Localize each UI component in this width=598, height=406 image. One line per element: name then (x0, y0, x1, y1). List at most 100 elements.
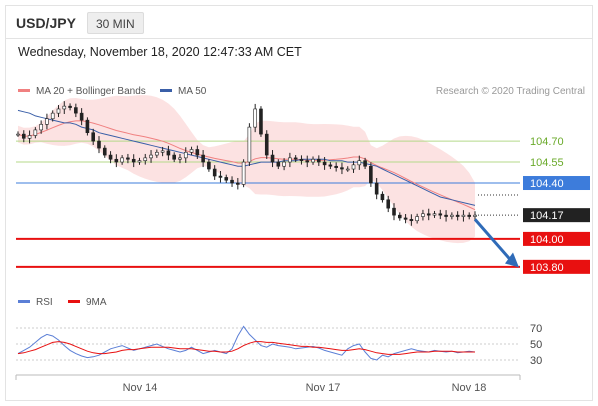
rsi-9ma-line (17, 341, 475, 355)
candle-body (374, 182, 379, 195)
legend-rsi-label: RSI (36, 297, 53, 308)
candle-body (386, 199, 391, 209)
candle-body (322, 161, 327, 166)
candle-body (334, 165, 338, 168)
level-badge-pivot (523, 176, 590, 191)
timeframe-button[interactable]: 30 MIN (87, 12, 144, 34)
candle-body (450, 214, 454, 217)
candle-body (178, 157, 182, 160)
candle-body (444, 214, 448, 217)
candle-body (415, 216, 419, 222)
candle-body (247, 126, 252, 163)
chart-header: USD/JPY 30 MIN (6, 6, 592, 39)
candle-body (21, 133, 26, 139)
candle-body (264, 133, 269, 156)
candle-body (189, 149, 194, 153)
candle-body (345, 168, 350, 171)
candle-body (74, 107, 78, 114)
ma20-line (17, 120, 476, 211)
candle-body (201, 154, 205, 163)
rsi-tick-label: 70 (530, 323, 542, 335)
candle-body (241, 161, 246, 185)
candle-body (126, 157, 130, 160)
candle-body (253, 108, 257, 128)
candle-body (114, 158, 119, 163)
candle-body (392, 207, 396, 216)
candle-body (149, 154, 153, 159)
candle-body (317, 158, 321, 163)
candle-body (50, 112, 55, 120)
candle-body (288, 157, 292, 163)
candle-body (282, 161, 286, 167)
candle-body (62, 105, 67, 110)
level-badge-support (523, 231, 590, 246)
forecast-arrow-shaft (473, 218, 513, 262)
candle-body (426, 213, 431, 216)
candle-body (259, 108, 263, 135)
candle-body (39, 124, 43, 131)
research-credit: Research © 2020 Trading Central (436, 86, 585, 97)
level-label: 104.55 (530, 157, 564, 169)
rsi-line (17, 325, 476, 361)
candle-body (351, 164, 356, 170)
candle-body (340, 167, 344, 170)
candle-body (461, 214, 466, 217)
candle-body (45, 118, 49, 125)
candle-body (236, 182, 240, 185)
x-tick-label: Nov 17 (306, 382, 341, 394)
candle-body (328, 164, 333, 167)
rsi-tick-label: 50 (530, 339, 542, 351)
candle-body (166, 150, 171, 156)
candle-body (27, 135, 32, 139)
candle-body (409, 219, 414, 222)
candle-body (160, 150, 165, 153)
candle-body (212, 168, 217, 177)
candle-body (397, 214, 402, 219)
candle-body (143, 157, 148, 161)
candle-body (79, 112, 84, 121)
legend-9ma-label: 9MA (86, 297, 107, 308)
legend-ma20-label: MA 20 + Bollinger Bands (36, 86, 146, 97)
candle-body (16, 133, 20, 136)
bollinger-band-area (18, 95, 475, 244)
candle-body (224, 177, 229, 181)
candle-body (102, 147, 107, 156)
legend-swatch-rsi (18, 300, 30, 303)
candle-body (108, 154, 113, 160)
last-price-badge (523, 208, 590, 223)
candle-body (137, 160, 142, 163)
last-price-label: 104.17 (530, 210, 564, 222)
candle-body (467, 214, 472, 217)
candle-body (195, 149, 200, 156)
chart-frame (5, 5, 593, 401)
candle-body (357, 160, 362, 166)
level-label: 104.40 (530, 178, 564, 190)
legend-swatch-ma20 (18, 89, 30, 92)
candle-body (155, 151, 159, 156)
candle-body (68, 105, 72, 108)
candle-body (432, 213, 437, 216)
candle-body (305, 160, 310, 163)
ma50-line (17, 109, 476, 206)
candle-body (218, 175, 223, 178)
legend-ma50-label: MA 50 (178, 86, 207, 97)
candle-body (380, 193, 385, 201)
candle-body (120, 157, 124, 163)
level-label: 103.80 (530, 262, 564, 274)
candle-body (299, 158, 304, 161)
candle-body (270, 154, 275, 163)
candle-body (207, 161, 211, 170)
candle-body (403, 217, 408, 220)
level-label: 104.00 (530, 234, 564, 246)
chart-datetime: Wednesday, November 18, 2020 12:47:33 AM… (18, 45, 302, 59)
candle-body (311, 158, 315, 163)
candle-body (363, 160, 367, 167)
legend-swatch-ma50 (160, 89, 172, 92)
candle-body (33, 129, 38, 136)
level-badge-support (523, 259, 590, 274)
candle-body (276, 161, 281, 167)
forecast-arrow-head (505, 252, 519, 268)
candle-body (85, 119, 90, 134)
candle-body (455, 214, 460, 217)
candle-body (131, 158, 136, 163)
